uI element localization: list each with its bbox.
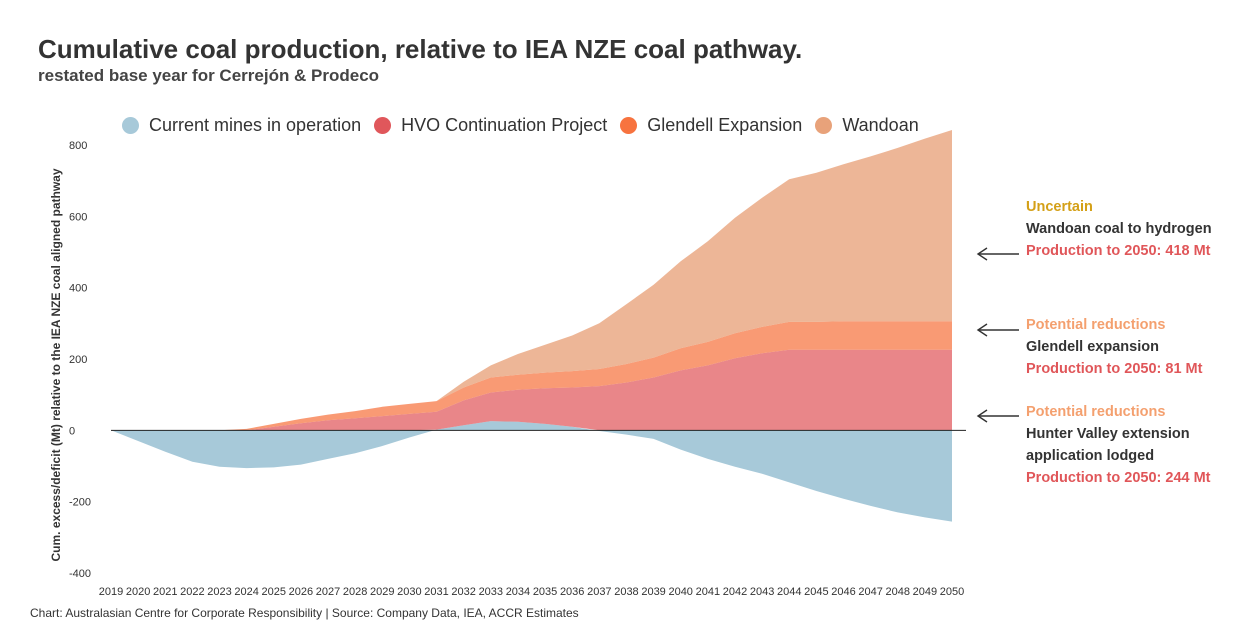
x-tick-label: 2037	[587, 586, 611, 598]
x-tick-label: 2022	[180, 586, 204, 598]
x-tick-label: 2030	[397, 586, 421, 598]
x-tick-label: 2045	[804, 586, 828, 598]
x-tick-label: 2032	[451, 586, 475, 598]
y-axis-label: Cum. excess/deficit (Mt) relative to the…	[49, 168, 63, 561]
y-tick-label: 800	[69, 140, 87, 152]
y-tick-label: 200	[69, 354, 87, 366]
annotation-hvo: Potential reductions Hunter Valley exten…	[1026, 401, 1211, 489]
x-tick-label: 2047	[858, 586, 882, 598]
area-glendell-expansion	[111, 321, 952, 431]
x-tick-label: 2038	[614, 586, 638, 598]
chart-subtitle: restated base year for Cerrejón & Prodec…	[38, 66, 380, 85]
x-axis-ticks: 2019 2020 2021 2022 2023 2024 2025 2026 2027 2028…	[99, 586, 964, 598]
annotation-status: Potential reductions	[1026, 404, 1166, 420]
x-tick-label: 2048	[885, 586, 909, 598]
annotation-arrowhead	[976, 323, 988, 337]
y-tick-label: -400	[69, 568, 91, 580]
annotation-description: Glendell expansion	[1026, 339, 1159, 355]
legend-item-hvo: HVO Continuation Project	[374, 115, 607, 136]
chart-title: Cumulative coal production, relative to …	[38, 34, 803, 64]
annotation-description: Hunter Valley extension	[1026, 426, 1190, 442]
annotation-production: Production to 2050: 418 Mt	[1026, 243, 1211, 259]
area-layers	[111, 130, 952, 522]
x-tick-label: 2023	[207, 586, 231, 598]
annotation-description: Wandoan coal to hydrogen	[1026, 221, 1212, 237]
y-tick-label: 400	[69, 283, 87, 295]
y-tick-label: -200	[69, 497, 91, 509]
x-tick-label: 2021	[153, 586, 177, 598]
legend-swatch	[122, 117, 139, 134]
x-tick-label: 2026	[289, 586, 313, 598]
x-tick-label: 2028	[343, 586, 367, 598]
legend-label: Wandoan	[842, 115, 919, 135]
x-tick-label: 2024	[234, 586, 258, 598]
annotation-wandoan: Uncertain Wandoan coal to hydrogen Produ…	[1026, 196, 1212, 262]
area-hvo-continuation-project	[111, 349, 952, 431]
legend-label: Current mines in operation	[149, 115, 362, 135]
y-axis-ticks: 800 600 400 200 0 -200 -400	[69, 140, 91, 580]
annotation-glendell: Potential reductions Glendell expansion …	[1026, 314, 1202, 380]
legend-item-current-mines: Current mines in operation	[122, 115, 361, 136]
area-current-mines-in-operation	[111, 421, 952, 522]
x-tick-label: 2031	[424, 586, 448, 598]
annotation-production: Production to 2050: 81 Mt	[1026, 361, 1203, 377]
legend-item-wandoan: Wandoan	[815, 115, 919, 136]
annotation-status: Potential reductions	[1026, 317, 1166, 333]
legend: Current mines in operation HVO Continuat…	[122, 115, 932, 136]
x-tick-label: 2029	[370, 586, 394, 598]
x-tick-label: 2050	[940, 586, 964, 598]
area-wandoan	[111, 130, 952, 431]
annotation-arrows	[976, 247, 1019, 423]
legend-swatch	[620, 117, 638, 134]
x-tick-label: 2044	[777, 586, 801, 598]
x-tick-label: 2020	[126, 586, 150, 598]
x-tick-label: 2027	[316, 586, 340, 598]
annotation-status: Uncertain	[1026, 199, 1093, 215]
legend-swatch	[815, 117, 833, 134]
legend-swatch	[374, 117, 392, 134]
annotation-arrowhead	[976, 409, 988, 423]
annotation-description: application lodged	[1026, 448, 1155, 464]
x-tick-label: 2035	[533, 586, 557, 598]
x-tick-label: 2042	[723, 586, 747, 598]
x-tick-label: 2033	[479, 586, 503, 598]
y-tick-label: 600	[69, 211, 87, 223]
x-tick-label: 2034	[506, 586, 530, 598]
legend-label: Glendell Expansion	[647, 115, 803, 135]
x-tick-label: 2036	[560, 586, 584, 598]
legend-item-glendell: Glendell Expansion	[620, 115, 802, 136]
x-tick-label: 2040	[668, 586, 692, 598]
legend-label: HVO Continuation Project	[401, 115, 608, 135]
y-tick-label: 0	[69, 425, 75, 437]
x-tick-label: 2049	[913, 586, 937, 598]
x-tick-label: 2019	[99, 586, 123, 598]
annotation-production: Production to 2050: 244 Mt	[1026, 470, 1211, 486]
x-tick-label: 2039	[641, 586, 665, 598]
x-tick-label: 2046	[831, 586, 855, 598]
x-tick-label: 2043	[750, 586, 774, 598]
x-tick-label: 2041	[696, 586, 720, 598]
chart-footer: Chart: Australasian Centre for Corporate…	[30, 606, 579, 620]
annotation-arrowhead	[976, 247, 988, 261]
x-tick-label: 2025	[262, 586, 286, 598]
